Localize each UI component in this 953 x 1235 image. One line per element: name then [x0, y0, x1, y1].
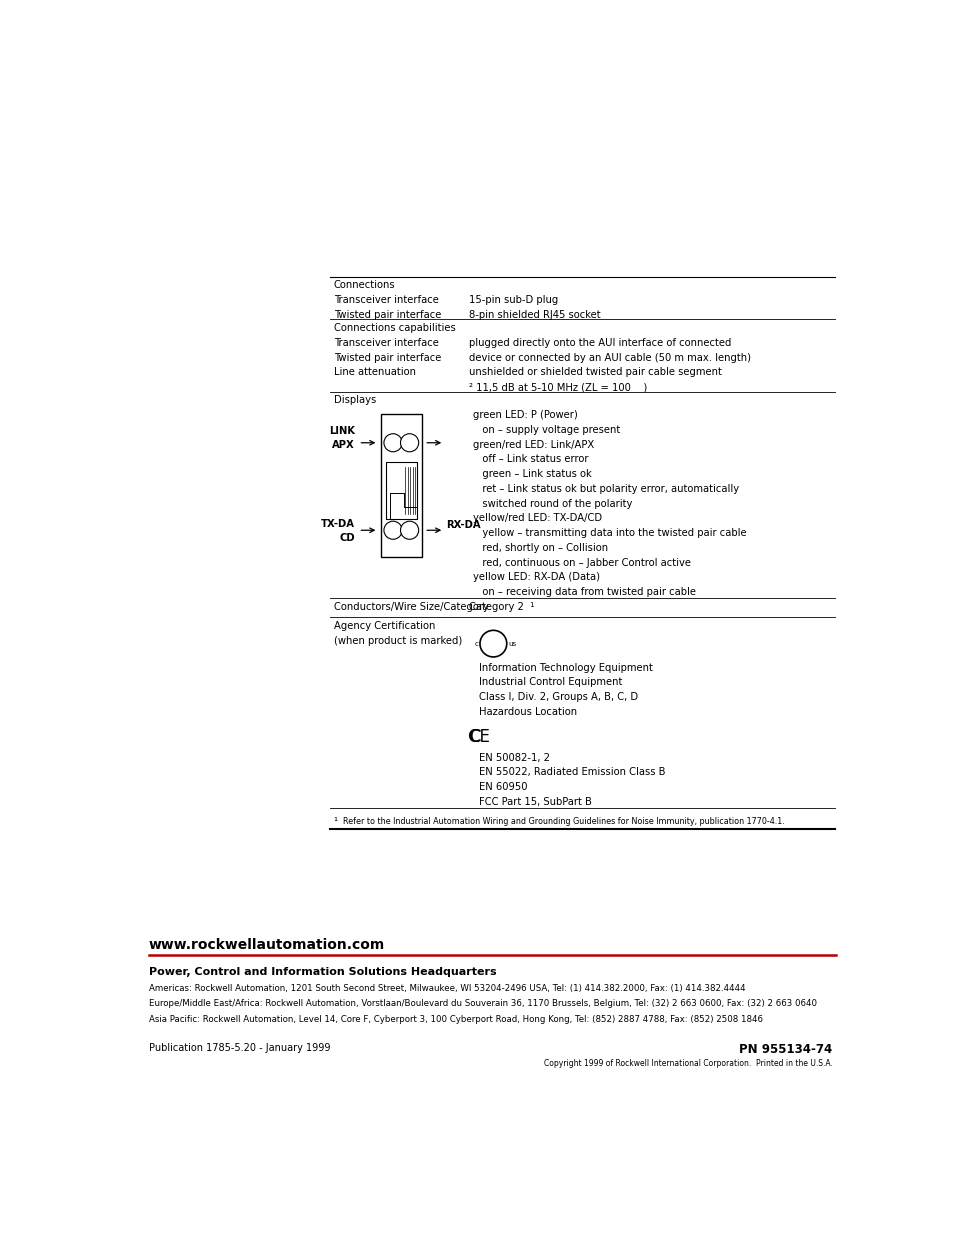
Text: Publication 1785-5.20 - January 1999: Publication 1785-5.20 - January 1999: [149, 1044, 330, 1053]
Text: off – Link status error: off – Link status error: [472, 454, 588, 464]
Ellipse shape: [400, 433, 418, 452]
Text: c: c: [474, 641, 478, 647]
Text: Agency Certification: Agency Certification: [334, 621, 435, 631]
Text: green – Link status ok: green – Link status ok: [472, 469, 591, 479]
Text: Transceiver interface: Transceiver interface: [334, 338, 438, 348]
Text: CE: CE: [468, 727, 490, 746]
Text: C: C: [469, 727, 480, 746]
Text: Power, Control and Information Solutions Headquarters: Power, Control and Information Solutions…: [149, 967, 496, 977]
Text: Twisted pair interface: Twisted pair interface: [334, 310, 440, 320]
Text: Conductors/Wire Size/Category: Conductors/Wire Size/Category: [334, 603, 488, 613]
Text: red, continuous on – Jabber Control active: red, continuous on – Jabber Control acti…: [472, 557, 690, 568]
Text: 15-pin sub-D plug: 15-pin sub-D plug: [469, 295, 558, 305]
Ellipse shape: [383, 433, 402, 452]
Text: Line attenuation: Line attenuation: [334, 367, 416, 378]
Text: Twisted pair interface: Twisted pair interface: [334, 353, 440, 363]
Text: switched round of the polarity: switched round of the polarity: [472, 499, 632, 509]
Text: Americas: Rockwell Automation, 1201 South Second Street, Milwaukee, WI 53204-249: Americas: Rockwell Automation, 1201 Sout…: [149, 984, 744, 993]
Ellipse shape: [383, 521, 402, 540]
Text: yellow/red LED: TX-DA/CD: yellow/red LED: TX-DA/CD: [472, 514, 601, 524]
Text: red, shortly on – Collision: red, shortly on – Collision: [472, 543, 607, 553]
Ellipse shape: [479, 630, 506, 657]
Text: EN 50082-1, 2: EN 50082-1, 2: [478, 752, 549, 762]
Text: C: C: [468, 727, 480, 746]
Text: RX-DA: RX-DA: [446, 520, 480, 530]
Text: yellow – transmitting data into the twisted pair cable: yellow – transmitting data into the twis…: [472, 529, 745, 538]
Text: UL: UL: [486, 640, 499, 648]
Text: on – supply voltage present: on – supply voltage present: [472, 425, 619, 435]
Text: 8-pin shielded RJ45 socket: 8-pin shielded RJ45 socket: [469, 310, 600, 320]
Text: PN 955134-74: PN 955134-74: [739, 1044, 832, 1056]
Text: LINK: LINK: [329, 426, 355, 436]
Text: Industrial Control Equipment: Industrial Control Equipment: [478, 678, 621, 688]
Text: Connections capabilities: Connections capabilities: [334, 324, 455, 333]
Text: Displays: Displays: [334, 395, 375, 405]
Text: device or connected by an AUI cable (50 m max. length): device or connected by an AUI cable (50 …: [469, 353, 750, 363]
Text: plugged directly onto the AUI interface of connected: plugged directly onto the AUI interface …: [469, 338, 731, 348]
Text: Europe/Middle East/Africa: Rockwell Automation, Vorstlaan/Boulevard du Souverain: Europe/Middle East/Africa: Rockwell Auto…: [149, 999, 816, 1008]
Ellipse shape: [400, 521, 418, 540]
Text: Connections: Connections: [334, 280, 395, 290]
Text: EN 55022, Radiated Emission Class B: EN 55022, Radiated Emission Class B: [478, 767, 664, 777]
Text: Hazardous Location: Hazardous Location: [478, 706, 577, 716]
Bar: [380, 414, 421, 557]
Text: Copyright 1999 of Rockwell International Corporation.  Printed in the U.S.A.: Copyright 1999 of Rockwell International…: [543, 1060, 832, 1068]
Text: Information Technology Equipment: Information Technology Equipment: [478, 663, 652, 673]
Text: ² 11,5 dB at 5-10 MHz (ZL = 100    ): ² 11,5 dB at 5-10 MHz (ZL = 100 ): [469, 382, 646, 393]
Text: TX-DA: TX-DA: [320, 519, 355, 529]
Text: Asia Pacific: Rockwell Automation, Level 14, Core F, Cyberport 3, 100 Cyberport : Asia Pacific: Rockwell Automation, Level…: [149, 1014, 762, 1024]
Text: green/red LED: Link/APX: green/red LED: Link/APX: [472, 440, 594, 450]
Text: APX: APX: [332, 440, 355, 450]
Text: 1: 1: [529, 603, 534, 609]
Text: CD: CD: [338, 534, 355, 543]
Text: Class I, Div. 2, Groups A, B, C, D: Class I, Div. 2, Groups A, B, C, D: [478, 692, 637, 703]
Text: Category 2: Category 2: [469, 603, 523, 613]
Text: (when product is marked): (when product is marked): [334, 636, 461, 646]
Text: ret – Link status ok but polarity error, automatically: ret – Link status ok but polarity error,…: [472, 484, 738, 494]
Text: Refer to the Industrial Automation Wiring and Grounding Guidelines for Noise Imm: Refer to the Industrial Automation Wirin…: [343, 816, 784, 826]
Text: Transceiver interface: Transceiver interface: [334, 295, 438, 305]
Text: yellow LED: RX-DA (Data): yellow LED: RX-DA (Data): [472, 572, 599, 583]
Bar: [385, 462, 416, 519]
Text: ¹: ¹: [334, 816, 337, 826]
Text: EN 60950: EN 60950: [478, 782, 526, 792]
Text: www.rockwellautomation.com: www.rockwellautomation.com: [149, 937, 385, 952]
Text: FCC Part 15, SubPart B: FCC Part 15, SubPart B: [478, 797, 591, 806]
Text: us: us: [508, 641, 516, 647]
Text: unshielded or shielded twisted pair cable segment: unshielded or shielded twisted pair cabl…: [469, 367, 721, 378]
Text: green LED: P (Power): green LED: P (Power): [472, 410, 577, 420]
Text: on – receiving data from twisted pair cable: on – receiving data from twisted pair ca…: [472, 587, 695, 597]
